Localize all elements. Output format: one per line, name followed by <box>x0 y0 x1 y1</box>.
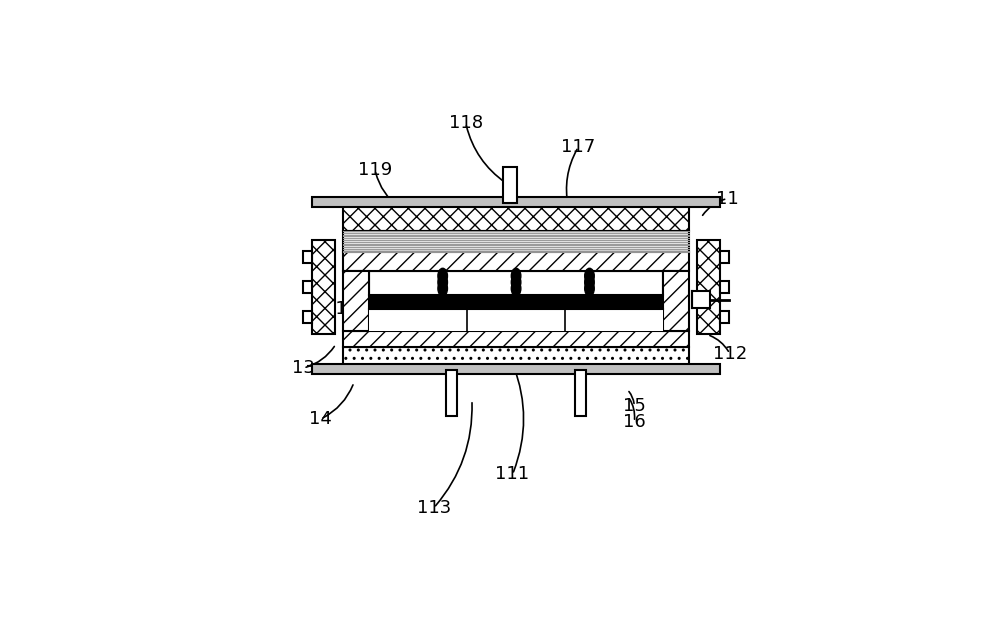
Bar <box>343 252 689 270</box>
Bar <box>446 370 457 416</box>
Bar <box>692 291 710 308</box>
Text: 13: 13 <box>292 359 315 377</box>
Bar <box>663 270 689 330</box>
Text: 117: 117 <box>561 138 596 156</box>
Bar <box>343 270 369 330</box>
Ellipse shape <box>585 275 594 290</box>
Text: 15: 15 <box>623 397 646 415</box>
Bar <box>303 251 312 263</box>
Ellipse shape <box>585 268 594 283</box>
Bar <box>312 240 335 334</box>
Text: 111: 111 <box>495 466 530 484</box>
Bar <box>369 270 663 330</box>
Bar <box>343 231 689 252</box>
Bar <box>503 167 517 203</box>
Ellipse shape <box>511 275 521 290</box>
Ellipse shape <box>585 281 594 296</box>
Text: 118: 118 <box>449 114 483 132</box>
Text: 114: 114 <box>324 300 359 318</box>
Bar <box>720 281 729 293</box>
Ellipse shape <box>438 268 447 283</box>
Bar <box>697 240 720 334</box>
Bar <box>303 311 312 323</box>
Ellipse shape <box>511 281 521 296</box>
Ellipse shape <box>438 281 447 296</box>
Bar <box>575 370 586 416</box>
Bar <box>343 330 689 347</box>
Bar <box>369 294 663 309</box>
Text: 16: 16 <box>623 413 646 431</box>
Bar <box>369 309 663 330</box>
Text: 11: 11 <box>716 190 739 208</box>
Text: 14: 14 <box>309 410 332 428</box>
Bar <box>343 203 689 231</box>
Text: 112: 112 <box>713 345 747 363</box>
Ellipse shape <box>511 268 521 283</box>
Text: 113: 113 <box>417 499 451 517</box>
Ellipse shape <box>438 275 447 290</box>
Text: 119: 119 <box>358 161 392 179</box>
Bar <box>720 251 729 263</box>
Bar <box>312 197 720 207</box>
Bar <box>720 311 729 323</box>
Bar <box>312 364 720 374</box>
Bar <box>343 347 689 370</box>
Bar <box>303 281 312 293</box>
